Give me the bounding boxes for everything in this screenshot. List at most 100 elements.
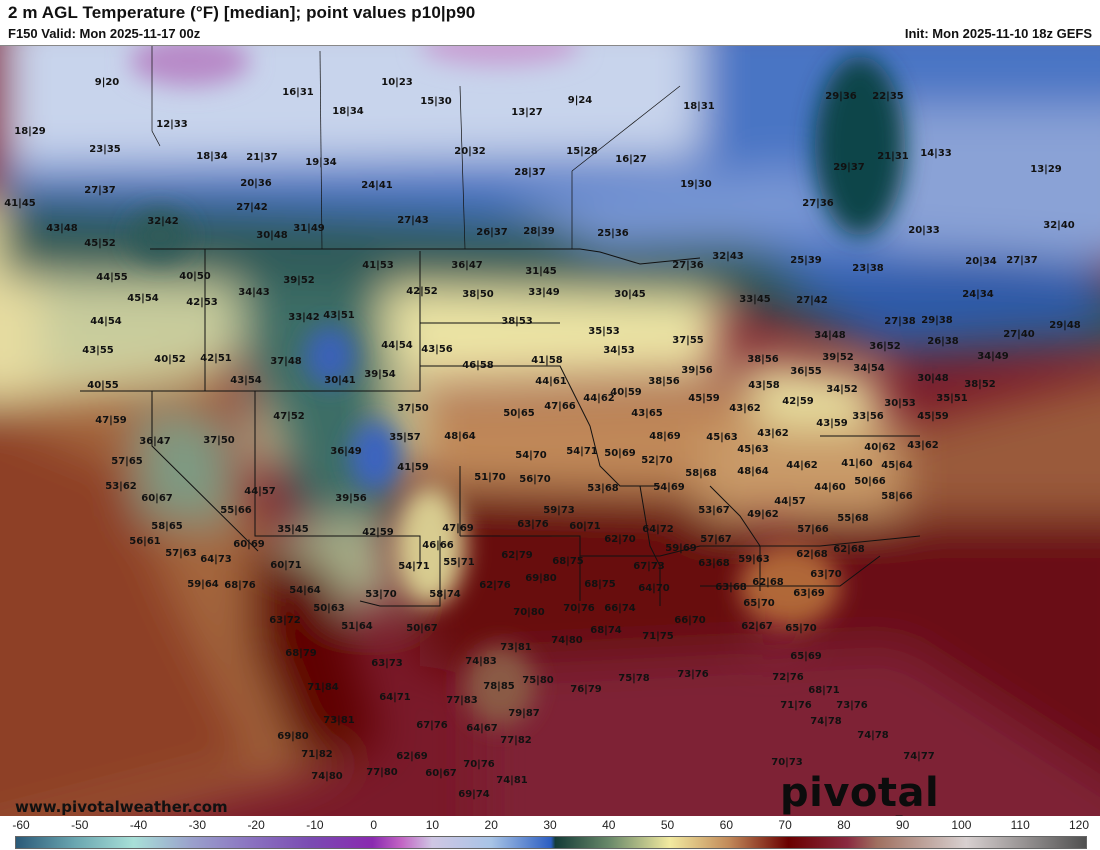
- point-value-label: 37|48: [270, 356, 302, 367]
- point-value-label: 43|62: [907, 440, 939, 451]
- point-value-label: 41|53: [362, 260, 394, 271]
- point-value-label: 53|68: [587, 483, 619, 494]
- point-value-label: 69|80: [277, 731, 309, 742]
- point-value-label: 45|63: [737, 444, 769, 455]
- colorbar-tick-label: 40: [602, 818, 616, 832]
- temperature-field: [0, 46, 1100, 816]
- point-value-label: 40|62: [864, 442, 896, 453]
- point-value-label: 44|62: [786, 460, 818, 471]
- point-value-label: 36|55: [790, 366, 822, 377]
- point-value-label: 60|71: [270, 560, 302, 571]
- point-value-label: 73|76: [836, 700, 868, 711]
- point-value-label: 44|57: [244, 486, 276, 497]
- point-value-label: 27|42: [236, 202, 268, 213]
- point-value-label: 39|52: [283, 275, 315, 286]
- point-value-label: 54|64: [289, 585, 321, 596]
- point-value-label: 45|59: [688, 393, 720, 404]
- point-value-label: 74|81: [496, 775, 528, 786]
- point-value-label: 19|30: [680, 179, 712, 190]
- point-value-label: 43|58: [748, 380, 780, 391]
- point-value-label: 71|82: [301, 749, 333, 760]
- point-value-label: 37|50: [397, 403, 429, 414]
- point-value-label: 45|52: [84, 238, 116, 249]
- point-value-label: 56|70: [519, 474, 551, 485]
- point-value-label: 51|70: [474, 472, 506, 483]
- point-value-label: 70|76: [563, 603, 595, 614]
- point-value-label: 34|48: [814, 330, 846, 341]
- point-value-label: 48|64: [444, 431, 476, 442]
- point-value-label: 40|59: [610, 387, 642, 398]
- point-value-label: 18|29: [14, 126, 46, 137]
- point-value-label: 43|62: [729, 403, 761, 414]
- point-value-label: 9|24: [567, 95, 593, 106]
- point-value-label: 48|64: [737, 466, 769, 477]
- point-value-label: 44|55: [96, 272, 128, 283]
- point-value-label: 65|69: [790, 651, 822, 662]
- point-value-label: 64|67: [466, 723, 498, 734]
- temperature-colorbar: [15, 836, 1087, 849]
- point-value-label: 64|72: [642, 524, 674, 535]
- point-value-label: 14|33: [920, 148, 952, 159]
- point-value-label: 16|31: [282, 87, 314, 98]
- point-value-label: 68|75: [584, 579, 616, 590]
- colorbar-tick-label: -20: [247, 818, 265, 832]
- point-value-label: 15|30: [420, 96, 452, 107]
- valid-time: F150 Valid: Mon 2025-11-17 00z: [8, 26, 201, 41]
- point-value-label: 34|54: [853, 363, 885, 374]
- point-value-label: 64|70: [638, 583, 670, 594]
- point-value-label: 54|70: [515, 450, 547, 461]
- map-title: 2 m AGL Temperature (°F) [median]; point…: [8, 3, 476, 22]
- point-value-label: 74|78: [810, 716, 842, 727]
- point-value-label: 75|78: [618, 673, 650, 684]
- point-value-label: 29|36: [825, 91, 857, 102]
- point-value-label: 68|74: [590, 625, 622, 636]
- point-value-label: 13|27: [511, 107, 543, 118]
- point-value-label: 69|74: [458, 789, 490, 800]
- colorbar-tick-label: 50: [660, 818, 675, 832]
- point-value-label: 39|52: [822, 352, 854, 363]
- point-value-label: 73|81: [500, 642, 532, 653]
- point-value-label: 32|42: [147, 216, 179, 227]
- point-value-label: 70|76: [463, 759, 495, 770]
- point-value-label: 50|65: [503, 408, 535, 419]
- point-value-label: 41|60: [841, 458, 873, 469]
- point-value-label: 59|63: [738, 554, 770, 565]
- temperature-map[interactable]: 9|20 16|31 18|34 18|29 12|33 23|35 18|34 21|37 1…: [0, 45, 1100, 816]
- point-value-label: 54|71: [566, 446, 598, 457]
- point-value-label: 42|53: [186, 297, 218, 308]
- point-value-label: 39|54: [364, 369, 396, 380]
- site-url[interactable]: www.pivotalweather.com: [15, 798, 228, 816]
- point-value-label: 57|66: [797, 524, 829, 535]
- point-value-label: 54|71: [398, 561, 430, 572]
- colorbar-tick-label: 80: [837, 818, 851, 832]
- point-value-label: 53|70: [365, 589, 397, 600]
- point-value-label: 18|34: [332, 106, 364, 117]
- pivotal-weather-logo: pivotal weather: [780, 770, 969, 816]
- point-value-label: 55|66: [220, 505, 252, 516]
- point-value-label: 62|76: [479, 580, 511, 591]
- point-value-label: 79|87: [508, 708, 540, 719]
- point-value-label: 22|35: [872, 91, 904, 102]
- point-value-label: 76|79: [570, 684, 602, 695]
- colorbar-tick-labels: -60 -50 -40 -30 -20 -10 0 10 20 30 40 50 60 70 80 90 100…: [0, 818, 1100, 832]
- point-value-label: 25|36: [597, 228, 629, 239]
- point-value-label: 47|59: [95, 415, 127, 426]
- point-value-label: 47|52: [273, 411, 305, 422]
- point-value-label: 63|76: [517, 519, 549, 530]
- point-value-label: 42|52: [406, 286, 438, 297]
- point-value-label: 50|67: [406, 623, 438, 634]
- point-value-label: 29|38: [921, 315, 953, 326]
- point-value-label: 68|79: [285, 648, 317, 659]
- point-value-label: 57|65: [111, 456, 143, 467]
- point-value-label: 16|27: [615, 154, 647, 165]
- colorbar-tick-label: -10: [306, 818, 324, 832]
- point-value-label: 62|69: [396, 751, 428, 762]
- colorbar-tick-label: -30: [188, 818, 206, 832]
- point-value-label: 62|68: [752, 577, 784, 588]
- point-value-label: 74|77: [903, 751, 935, 762]
- point-value-label: 74|80: [311, 771, 343, 782]
- point-value-label: 60|71: [569, 521, 601, 532]
- point-value-label: 43|59: [816, 418, 848, 429]
- point-value-label: 46|66: [422, 540, 454, 551]
- point-value-label: 68|75: [552, 556, 584, 567]
